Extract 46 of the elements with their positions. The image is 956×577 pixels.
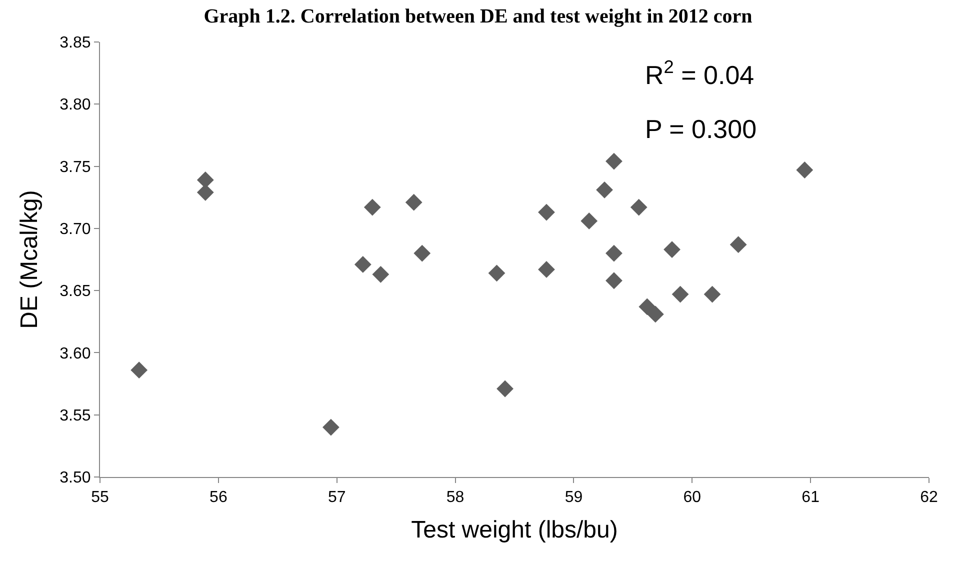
point bbox=[704, 286, 721, 303]
point bbox=[538, 260, 555, 278]
x-tick-label: 59 bbox=[564, 489, 583, 506]
y-axis-title: DE (Mcal/kg) bbox=[16, 190, 43, 329]
x-axis-title: Test weight (lbs/bu) bbox=[411, 516, 618, 544]
x-tick-label: 55 bbox=[91, 489, 109, 506]
y-tick-label: 3.85 bbox=[60, 34, 91, 52]
x-tick-label: 61 bbox=[802, 489, 820, 506]
point bbox=[630, 198, 648, 216]
x-tick-label: 62 bbox=[920, 489, 938, 506]
point bbox=[322, 418, 340, 436]
point bbox=[638, 298, 656, 316]
point bbox=[405, 194, 422, 211]
point bbox=[130, 362, 148, 379]
point bbox=[372, 266, 390, 283]
point bbox=[364, 198, 381, 216]
point bbox=[606, 152, 622, 170]
point bbox=[580, 212, 598, 230]
point bbox=[796, 162, 814, 178]
point bbox=[730, 236, 747, 254]
x-tick-label: 60 bbox=[683, 489, 702, 506]
y-tick-label: 3.60 bbox=[60, 345, 91, 362]
y-tick-label: 3.65 bbox=[60, 283, 91, 300]
y-tick-label: 3.55 bbox=[60, 407, 91, 424]
point bbox=[354, 256, 372, 273]
point bbox=[664, 241, 680, 258]
point bbox=[538, 204, 555, 221]
y-tick-label: 3.80 bbox=[60, 96, 91, 114]
point bbox=[488, 264, 506, 282]
annotation: R$^{2}$ = 0.04 bbox=[645, 57, 754, 90]
point bbox=[606, 272, 622, 290]
point bbox=[496, 380, 514, 398]
point bbox=[606, 244, 622, 262]
point bbox=[596, 181, 613, 198]
x-tick-label: 58 bbox=[446, 489, 464, 506]
point bbox=[196, 172, 214, 188]
y-tick-label: 3.50 bbox=[60, 470, 91, 487]
point bbox=[414, 244, 431, 262]
y-tick-label: 3.70 bbox=[60, 221, 91, 238]
point bbox=[646, 306, 664, 323]
y-tick-label: 3.75 bbox=[60, 158, 91, 176]
annotation: P = 0.300 bbox=[645, 114, 757, 144]
x-tick-label: 56 bbox=[210, 489, 228, 506]
point bbox=[672, 286, 689, 303]
x-tick-label: 57 bbox=[328, 489, 346, 506]
chart-title: Graph 1.2. Correlation between DE and test weight in 2012 corn bbox=[204, 6, 752, 28]
